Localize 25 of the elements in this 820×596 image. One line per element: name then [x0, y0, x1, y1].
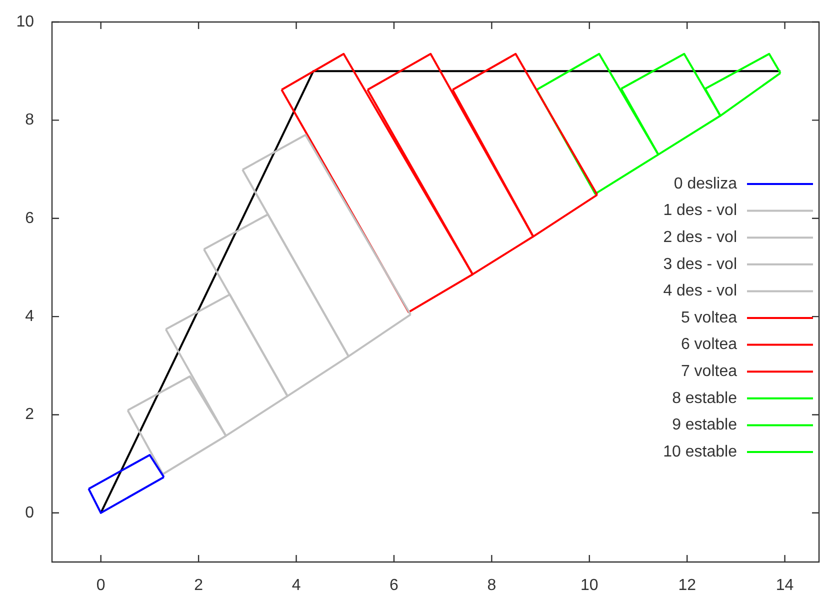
- legend-label: 3 des - vol: [663, 256, 737, 273]
- x-tick-label: 6: [390, 577, 399, 594]
- y-tick-label: 2: [25, 406, 34, 424]
- x-tick-label: 2: [194, 577, 204, 594]
- y-tick-label: 4: [25, 308, 34, 325]
- legend-label: 7 voltea: [680, 363, 738, 380]
- y-tick-label: 6: [25, 210, 34, 227]
- x-tick-label: 12: [678, 577, 696, 594]
- legend-label: 10 estable: [663, 443, 738, 460]
- legend-label: 2 des - vol: [663, 229, 737, 246]
- legend-label: 9 estable: [672, 416, 738, 434]
- x-tick-label: 0: [96, 577, 106, 594]
- x-tick-label: 10: [580, 577, 598, 594]
- y-tick-label: 10: [16, 13, 34, 30]
- legend-label: 1 des - vol: [663, 202, 737, 220]
- x-tick-label: 14: [776, 577, 794, 594]
- legend-label: 8 estable: [672, 390, 738, 407]
- y-tick-label: 0: [25, 504, 34, 522]
- legend-label: 4 des - vol: [663, 282, 737, 300]
- legend-label: 0 desliza: [674, 175, 738, 192]
- y-tick-label: 8: [25, 112, 34, 129]
- x-tick-label: 8: [487, 577, 496, 594]
- legend-label: 5 voltea: [680, 309, 738, 326]
- legend-label: 6 voltea: [680, 336, 738, 354]
- x-tick-label: 4: [292, 577, 301, 594]
